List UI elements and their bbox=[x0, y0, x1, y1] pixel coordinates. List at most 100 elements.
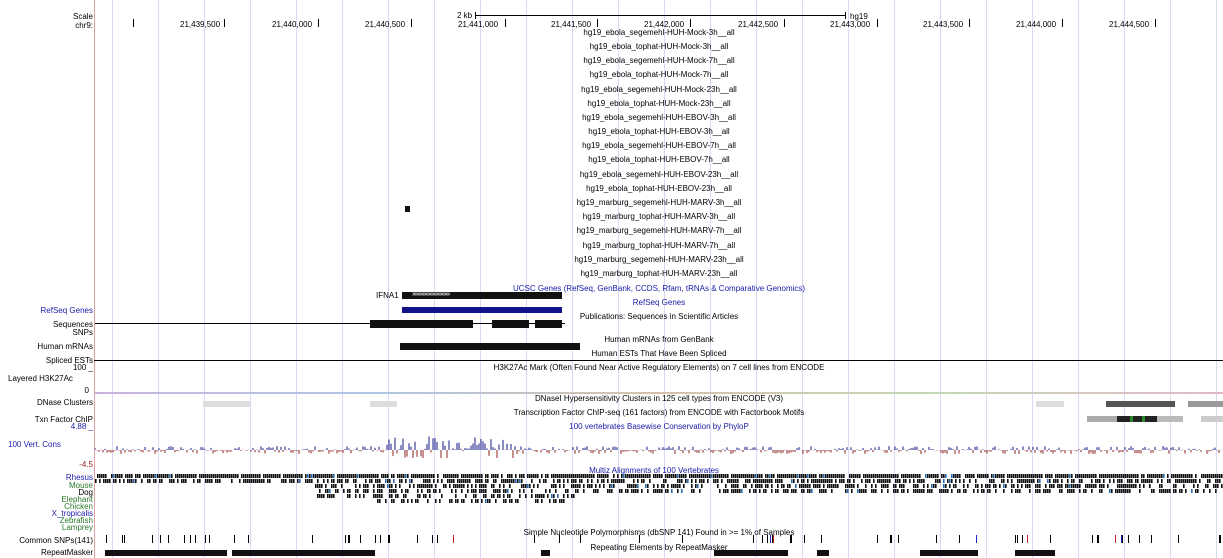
custom-track-title[interactable]: hg19_marburg_tophat-HUH-MARV-7h__all bbox=[582, 241, 736, 250]
publications-title[interactable]: Publications: Sequences in Scientific Ar… bbox=[579, 312, 739, 321]
multiz-title[interactable]: Multiz Alignments of 100 Vertebrates bbox=[589, 466, 719, 475]
alignment-block bbox=[1065, 484, 1067, 488]
alignment-block bbox=[1019, 479, 1021, 483]
txn-cluster[interactable] bbox=[1087, 416, 1117, 422]
repeat-element[interactable] bbox=[714, 550, 788, 556]
mrna-feature[interactable] bbox=[400, 343, 580, 350]
snp-title[interactable]: Simple Nucleotide Polymorphisms (dbSNP 1… bbox=[523, 528, 795, 537]
alignment-block bbox=[483, 489, 485, 493]
txn-cluster[interactable] bbox=[1117, 416, 1157, 422]
repeat-element[interactable] bbox=[232, 550, 375, 556]
species-x-tropicalis[interactable]: X_tropicalis bbox=[51, 509, 93, 518]
custom-track-title[interactable]: hg19_ebola_segemehl-HUH-Mock-7h__all bbox=[583, 56, 735, 65]
species-mouse[interactable]: Mouse bbox=[68, 481, 93, 490]
dnase-cluster[interactable] bbox=[203, 401, 250, 407]
alignment-block bbox=[693, 489, 695, 493]
mrna-title[interactable]: Human mRNAs from GenBank bbox=[604, 335, 714, 344]
spliced-est-title[interactable]: Human ESTs That Have Been Spliced bbox=[591, 349, 727, 358]
txn-cluster[interactable] bbox=[1201, 416, 1223, 422]
spliced-est-label[interactable]: Spliced ESTs bbox=[45, 356, 93, 365]
mrna-label[interactable]: Human mRNAs bbox=[37, 342, 93, 351]
species-chicken[interactable]: Chicken bbox=[64, 502, 93, 511]
alignment-block bbox=[1057, 474, 1059, 478]
sequence-block[interactable] bbox=[492, 320, 529, 328]
custom-track-title[interactable]: hg19_marburg_segemehl-HUH-MARV-23h__all bbox=[574, 255, 744, 264]
custom-track-title[interactable]: hg19_ebola_tophat-HUH-EBOV-3h__all bbox=[588, 127, 730, 136]
h3k27ac-label[interactable]: Layered H3K27Ac bbox=[8, 374, 73, 383]
alignment-block bbox=[323, 479, 325, 483]
h3k27ac-title[interactable]: H3K27Ac Mark (Often Found Near Active Re… bbox=[493, 363, 825, 372]
alignment-block bbox=[733, 474, 735, 478]
custom-track-title[interactable]: hg19_marburg_tophat-HUH-MARV-3h__all bbox=[582, 212, 736, 221]
grid-line bbox=[756, 0, 757, 558]
alignment-block bbox=[567, 489, 569, 493]
alignment-block bbox=[1057, 479, 1059, 483]
alignment-block bbox=[901, 484, 903, 488]
cons-label[interactable]: 100 Vert. Cons bbox=[8, 440, 61, 449]
snp-marks[interactable] bbox=[95, 535, 1223, 544]
custom-track-title[interactable]: hg19_ebola_segemehl-HUH-EBOV-7h__all bbox=[582, 141, 736, 150]
dnase-cluster[interactable] bbox=[1188, 401, 1223, 407]
custom-track-title[interactable]: hg19_ebola_tophat-HUH-EBOV-7h__all bbox=[588, 155, 730, 164]
snps-label[interactable]: SNPs bbox=[72, 328, 93, 337]
species-rhesus[interactable]: Rhesus bbox=[65, 473, 93, 482]
repeat-element[interactable] bbox=[817, 550, 829, 556]
ucsc-genes-title[interactable]: UCSC Genes (RefSeq, GenBank, CCDS, Rfam,… bbox=[512, 284, 806, 293]
refseq-title[interactable]: RefSeq Genes bbox=[632, 298, 686, 307]
custom-track-title[interactable]: hg19_ebola_segemehl-HUH-Mock-23h__all bbox=[581, 85, 737, 94]
alignment-block bbox=[453, 479, 455, 483]
alignment-block bbox=[1115, 474, 1117, 478]
snp-tick bbox=[1219, 535, 1220, 543]
alignment-block bbox=[481, 489, 483, 493]
cons-title[interactable]: 100 vertebrates Basewise Conservation by… bbox=[569, 422, 749, 431]
custom-track-title[interactable]: hg19_marburg_segemehl-HUH-MARV-3h__all bbox=[576, 198, 742, 207]
custom-track-feature[interactable] bbox=[405, 206, 410, 212]
species-zebrafish[interactable]: Zebrafish bbox=[59, 516, 93, 525]
alignment-block bbox=[1217, 484, 1219, 488]
alignment-block bbox=[145, 474, 147, 478]
txn-title[interactable]: Transcription Factor ChIP-seq (161 facto… bbox=[513, 408, 805, 417]
refseq-label[interactable]: RefSeq Genes bbox=[40, 306, 93, 315]
h3k27ac-signal[interactable] bbox=[95, 392, 1223, 394]
multiz-alignment[interactable] bbox=[95, 474, 1223, 510]
sequence-block[interactable] bbox=[535, 320, 562, 328]
gene-name[interactable]: IFNA1 bbox=[376, 291, 399, 300]
dnase-cluster[interactable] bbox=[1106, 401, 1175, 407]
txn-label[interactable]: Txn Factor ChIP bbox=[34, 415, 93, 424]
gene-model[interactable] bbox=[402, 292, 562, 299]
repeat-label[interactable]: RepeatMasker bbox=[40, 548, 93, 557]
alignment-block bbox=[1217, 479, 1219, 483]
custom-track-title[interactable]: hg19_marburg_segemehl-HUH-MARV-7h__all bbox=[576, 226, 742, 235]
sequence-block[interactable] bbox=[370, 320, 473, 328]
dnase-cluster[interactable] bbox=[370, 401, 397, 407]
custom-track-title[interactable]: hg19_ebola_tophat-HUH-Mock-3h__all bbox=[589, 42, 729, 51]
repeat-element[interactable] bbox=[541, 550, 550, 556]
snp-label[interactable]: Common SNPs(141) bbox=[19, 536, 93, 545]
custom-track-title[interactable]: hg19_marburg_tophat-HUH-MARV-23h__all bbox=[580, 269, 738, 278]
repeat-title[interactable]: Repeating Elements by RepeatMasker bbox=[590, 543, 728, 552]
refseq-gene[interactable] bbox=[402, 307, 562, 313]
repeat-element[interactable] bbox=[105, 550, 227, 556]
species-lamprey[interactable]: Lamprey bbox=[61, 523, 93, 532]
txn-cluster[interactable] bbox=[1157, 416, 1183, 422]
custom-track-title[interactable]: hg19_ebola_tophat-HUH-Mock-7h__all bbox=[589, 70, 729, 79]
species-dog[interactable]: Dog bbox=[78, 488, 93, 497]
alignment-block bbox=[229, 474, 231, 478]
custom-track-title[interactable]: hg19_ebola_tophat-HUH-Mock-23h__all bbox=[587, 99, 731, 108]
alignment-block bbox=[965, 489, 967, 493]
custom-track-title[interactable]: hg19_ebola_segemehl-HUH-EBOV-23h__all bbox=[579, 170, 739, 179]
custom-track-title[interactable]: hg19_ebola_tophat-HUH-EBOV-23h__all bbox=[586, 184, 732, 193]
repeat-element[interactable] bbox=[920, 550, 978, 556]
sequences-label[interactable]: Sequences bbox=[52, 320, 93, 329]
custom-track-title[interactable]: hg19_ebola_segemehl-HUH-Mock-3h__all bbox=[583, 28, 735, 37]
dnase-cluster[interactable] bbox=[1036, 401, 1064, 407]
alignment-block bbox=[495, 499, 497, 503]
dnase-title[interactable]: DNaseI Hypersensitivity Clusters in 125 … bbox=[534, 394, 784, 403]
custom-track-title[interactable]: hg19_ebola_segemehl-HUH-EBOV-3h__all bbox=[582, 113, 736, 122]
alignment-block bbox=[937, 479, 939, 483]
conservation-wiggle[interactable] bbox=[95, 430, 1223, 460]
alignment-block bbox=[127, 479, 129, 483]
repeat-element[interactable] bbox=[1015, 550, 1055, 556]
species-elephant[interactable]: Elephant bbox=[61, 495, 93, 504]
dnase-label[interactable]: DNase Clusters bbox=[36, 398, 93, 407]
